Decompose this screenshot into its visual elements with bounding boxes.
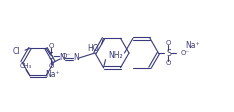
Text: O: O — [48, 63, 54, 69]
Text: HO: HO — [87, 44, 99, 53]
Text: NH₂: NH₂ — [109, 51, 123, 60]
Text: O: O — [166, 60, 171, 66]
Text: CH₃: CH₃ — [20, 63, 32, 69]
Text: Cl: Cl — [12, 47, 20, 56]
Text: Na⁺: Na⁺ — [185, 41, 200, 50]
Text: O: O — [48, 43, 54, 49]
Text: Na⁺: Na⁺ — [46, 70, 60, 79]
Text: N: N — [73, 54, 79, 62]
Text: S: S — [49, 52, 53, 61]
Text: O⁻: O⁻ — [62, 53, 71, 59]
Text: O⁻: O⁻ — [180, 50, 190, 56]
Text: S: S — [166, 48, 171, 57]
Text: O: O — [166, 40, 171, 46]
Text: N: N — [59, 54, 65, 62]
